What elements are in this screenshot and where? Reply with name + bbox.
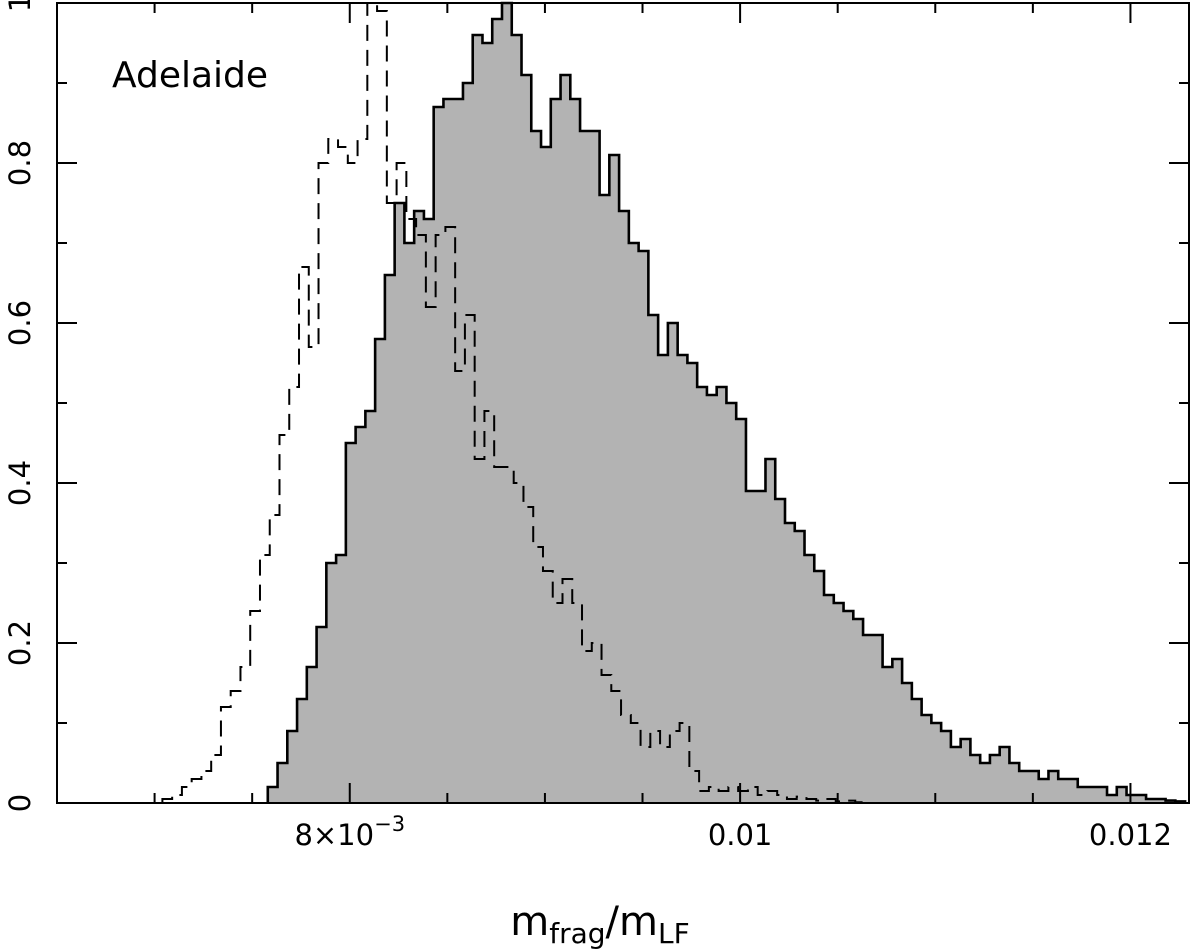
x-tick-label-exponent: −3 xyxy=(374,812,405,836)
y-tick-label: 0.2 xyxy=(3,620,37,666)
x-tick-label: 8×10−3 xyxy=(294,812,405,852)
x-label-slash: / xyxy=(606,899,620,945)
ticks-layer: 0 0.2 0.4 0.6 0.8 1 8×10−3 0.01 0.012 xyxy=(3,0,1189,852)
x-axis-title: mfrag/mLF xyxy=(510,899,689,950)
x-tick-label: 0.012 xyxy=(1089,818,1172,852)
series-layer xyxy=(161,1,1187,804)
x-tick-label-base: 0.012 xyxy=(1089,818,1172,852)
histogram-outline-0 xyxy=(266,1,1187,803)
x-label-m1: m xyxy=(510,899,549,945)
y-tick-label: 0.6 xyxy=(3,300,37,346)
histogram-dashed-1 xyxy=(161,2,867,804)
x-label-m2: m xyxy=(619,899,658,945)
x-tick-label-base: 0.01 xyxy=(708,818,773,852)
x-tick-label-base: 8×10 xyxy=(294,818,374,852)
x-tick-label: 0.01 xyxy=(708,818,773,852)
x-label-sub-lf: LF xyxy=(658,917,690,950)
y-tick-label: 0.4 xyxy=(3,460,37,506)
annotation-label: Adelaide xyxy=(112,55,268,96)
x-label-sub-frag: frag xyxy=(549,917,605,950)
y-tick-label: 0 xyxy=(3,794,37,812)
y-tick-label: 1 xyxy=(3,0,37,12)
y-tick-label: 0.8 xyxy=(3,140,37,186)
